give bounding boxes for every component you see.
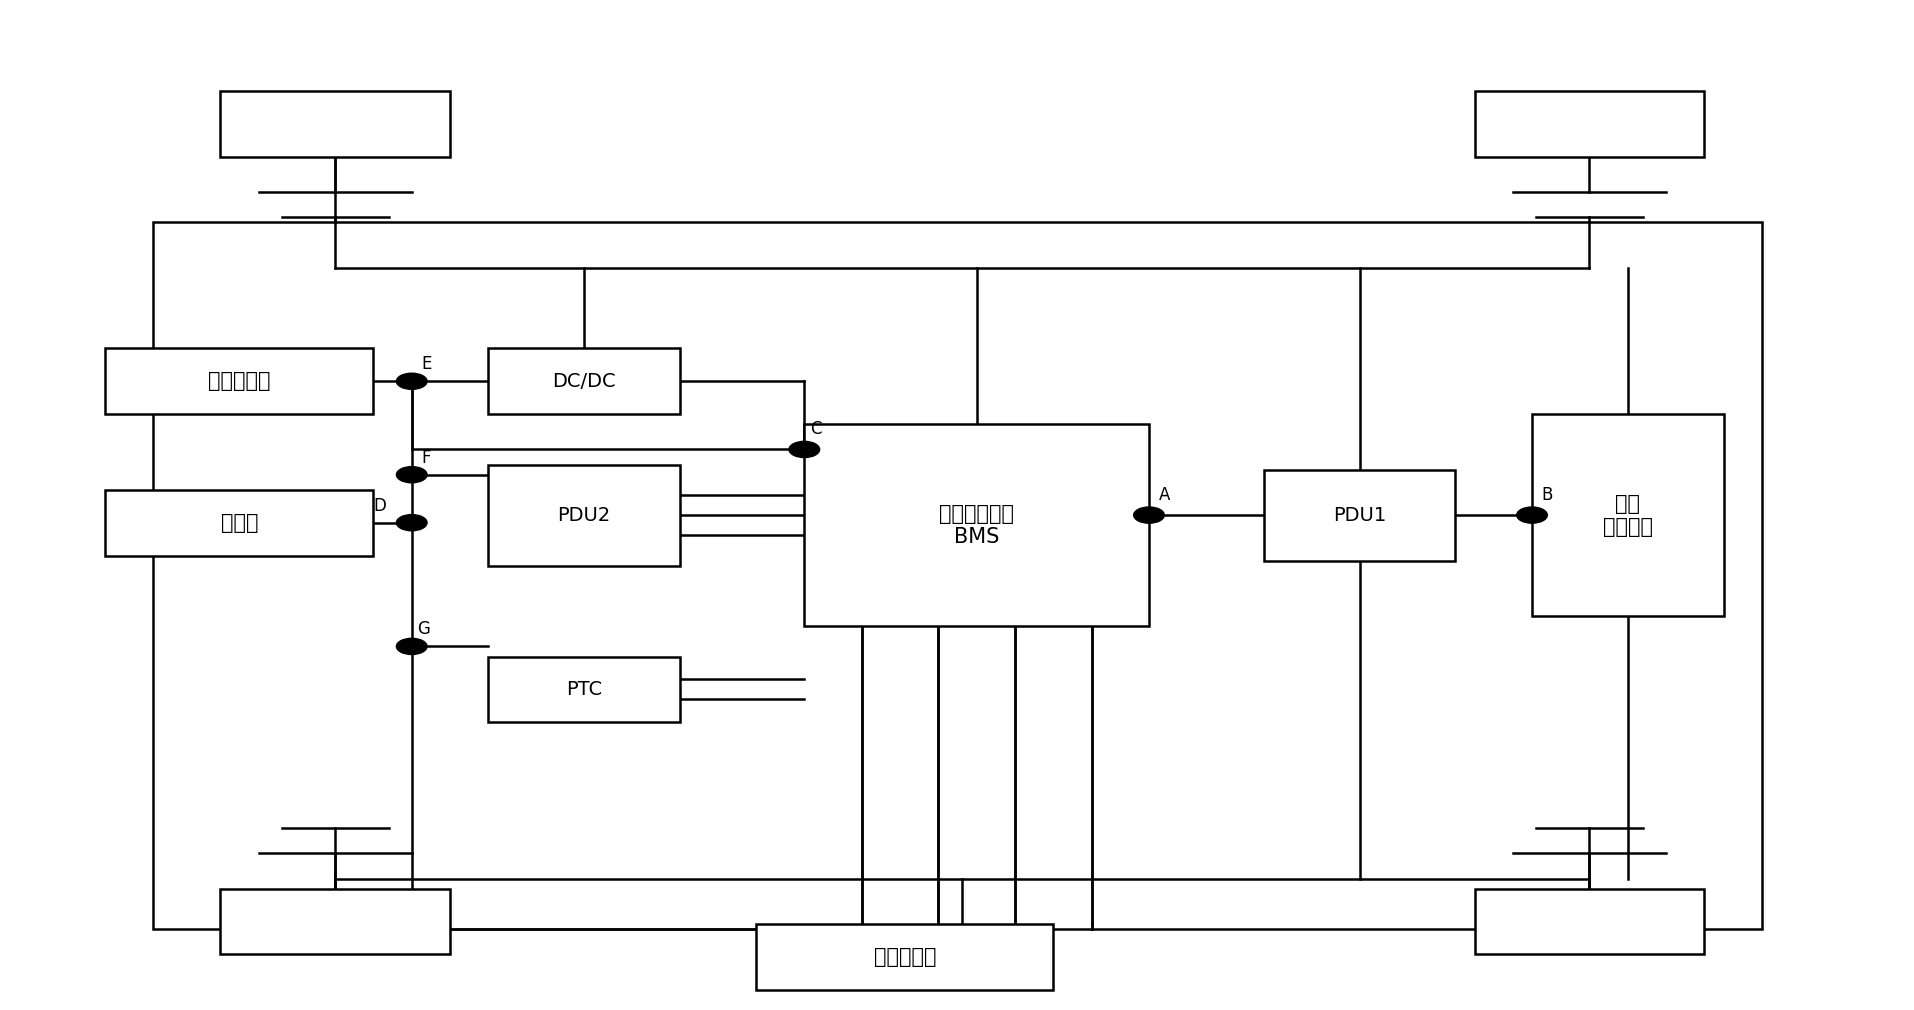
Circle shape (396, 467, 427, 483)
Bar (1474, 91, 1703, 157)
Circle shape (396, 638, 427, 654)
Text: 电池管理系统
BMS: 电池管理系统 BMS (938, 504, 1014, 546)
Bar (488, 656, 679, 722)
Text: D: D (373, 497, 387, 514)
Text: 低压用电器: 低压用电器 (209, 372, 270, 391)
Text: E: E (421, 356, 431, 373)
Text: PDU2: PDU2 (557, 506, 611, 524)
Bar (105, 490, 373, 556)
Circle shape (396, 514, 427, 530)
Text: B: B (1541, 486, 1552, 504)
Bar (220, 91, 450, 157)
Text: DC/DC: DC/DC (551, 372, 616, 391)
Circle shape (396, 374, 427, 390)
Text: A: A (1158, 486, 1169, 504)
Text: PDU1: PDU1 (1332, 506, 1386, 524)
Text: 功率采集器: 功率采集器 (873, 947, 936, 967)
Circle shape (1516, 507, 1547, 523)
Circle shape (789, 441, 819, 458)
Text: PTC: PTC (567, 680, 601, 699)
Text: C: C (810, 420, 821, 438)
Bar (220, 889, 450, 954)
Text: 电机
控制单元: 电机 控制单元 (1602, 494, 1652, 536)
Bar (488, 465, 679, 566)
Text: F: F (421, 448, 431, 467)
Bar (804, 424, 1148, 626)
Bar (105, 348, 373, 414)
Bar (1263, 470, 1455, 561)
Bar (488, 348, 679, 414)
Circle shape (1133, 507, 1164, 523)
Bar (153, 222, 1761, 929)
Text: G: G (417, 620, 431, 638)
Bar (1531, 414, 1723, 616)
Bar (756, 924, 1053, 990)
Bar (1474, 889, 1703, 954)
Text: 压缩机: 压缩机 (220, 513, 258, 532)
